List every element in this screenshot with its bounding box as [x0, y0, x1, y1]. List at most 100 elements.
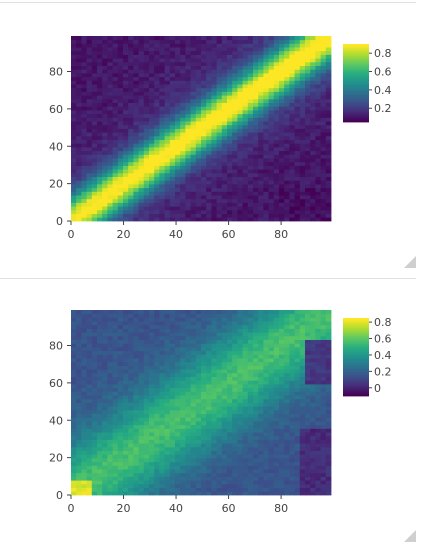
heatmap-cell [232, 136, 238, 140]
heatmap-cell [201, 191, 207, 195]
heatmap-cell [217, 358, 223, 362]
heatmap-cell [206, 206, 212, 210]
heatmap-cell [227, 399, 233, 403]
resize-handle-icon[interactable] [404, 256, 416, 268]
heatmap-cell [159, 362, 165, 366]
heatmap-cell [92, 380, 98, 384]
heatmap-cell [300, 143, 306, 147]
heatmap-cell [315, 117, 321, 121]
heatmap-cell [269, 458, 275, 462]
heatmap-cell [295, 454, 301, 458]
heatmap-cell [237, 58, 243, 62]
heatmap-cell [144, 154, 150, 158]
heatmap-cell [243, 140, 249, 144]
heatmap-cell [139, 162, 145, 166]
heatmap-cell [107, 66, 113, 70]
heatmap-cell [232, 143, 238, 147]
heatmap-cell [123, 55, 129, 59]
heatmap-cell [123, 465, 129, 469]
heatmap-cell [159, 206, 165, 210]
heatmap-cell [248, 336, 254, 340]
heatmap-cell [180, 162, 186, 166]
heatmap-cell [321, 203, 327, 207]
heatmap-cell [211, 436, 217, 440]
heatmap-cell [144, 329, 150, 333]
heatmap-cell [149, 169, 155, 173]
heatmap-cell [201, 473, 207, 477]
heatmap-cell [248, 125, 254, 129]
heatmap-cell [269, 321, 275, 325]
heatmap-cell [92, 203, 98, 207]
heatmap-cell [295, 384, 301, 388]
heatmap-cell [144, 173, 150, 177]
heatmap-cell [305, 351, 311, 355]
heatmap-cell [284, 477, 290, 481]
heatmap-cell [159, 106, 165, 110]
heatmap-cell [128, 354, 134, 358]
heatmap-cell [139, 173, 145, 177]
heatmap-cell [321, 117, 327, 121]
heatmap-cell [185, 447, 191, 451]
heatmap-cell [118, 162, 124, 166]
heatmap-cell [133, 380, 139, 384]
heatmap-cell [175, 95, 181, 99]
heatmap-cell [263, 180, 269, 184]
heatmap-cell [128, 351, 134, 355]
heatmap-cell [263, 491, 269, 495]
heatmap-cell [232, 314, 238, 318]
heatmap-cell [237, 147, 243, 151]
heatmap-cell [295, 465, 301, 469]
heatmap-cell [274, 62, 280, 66]
heatmap-cell [258, 66, 264, 70]
heatmap-cell [269, 310, 275, 314]
heatmap-cell [211, 425, 217, 429]
heatmap-cell [211, 491, 217, 495]
heatmap-cell [102, 347, 108, 351]
heatmap-cell [269, 384, 275, 388]
heatmap-cell [295, 203, 301, 207]
heatmap-cell [274, 110, 280, 114]
heatmap-cell [289, 440, 295, 444]
heatmap-cell [149, 162, 155, 166]
heatmap-cell [144, 206, 150, 210]
heatmap-cell [206, 191, 212, 195]
heatmap-cell [300, 177, 306, 181]
heatmap-cell [139, 121, 145, 125]
heatmap-cell [300, 473, 306, 477]
heatmap-cell [269, 77, 275, 81]
heatmap-cell [217, 103, 223, 107]
heatmap-cell [300, 488, 306, 492]
heatmap-cell [191, 173, 197, 177]
heatmap-cell [315, 188, 321, 192]
heatmap-cell [295, 55, 301, 59]
heatmap-cell [159, 473, 165, 477]
heatmap-cell [326, 84, 332, 88]
heatmap-cell [258, 117, 264, 121]
heatmap-cell [159, 428, 165, 432]
heatmap-cell [154, 458, 160, 462]
heatmap-cell [102, 121, 108, 125]
heatmap-cell [217, 140, 223, 144]
heatmap-cell [165, 88, 171, 92]
heatmap-cell [295, 88, 301, 92]
heatmap-cell [118, 129, 124, 133]
heatmap-cell [81, 343, 87, 347]
heatmap-cell [144, 384, 150, 388]
heatmap-cell [326, 184, 332, 188]
heatmap-cell [154, 477, 160, 481]
heatmap-cell [175, 129, 181, 133]
heatmap-cell [144, 417, 150, 421]
heatmap-cell [113, 162, 119, 166]
heatmap-cell [139, 110, 145, 114]
heatmap-cell [102, 351, 108, 355]
heatmap-cell [71, 77, 77, 81]
heatmap-cell [113, 447, 119, 451]
heatmap-cell [315, 184, 321, 188]
heatmap-cell [102, 43, 108, 47]
heatmap-cell [191, 488, 197, 492]
heatmap-cell [279, 432, 285, 436]
heatmap-cell [295, 73, 301, 77]
heatmap-cell [97, 366, 103, 370]
